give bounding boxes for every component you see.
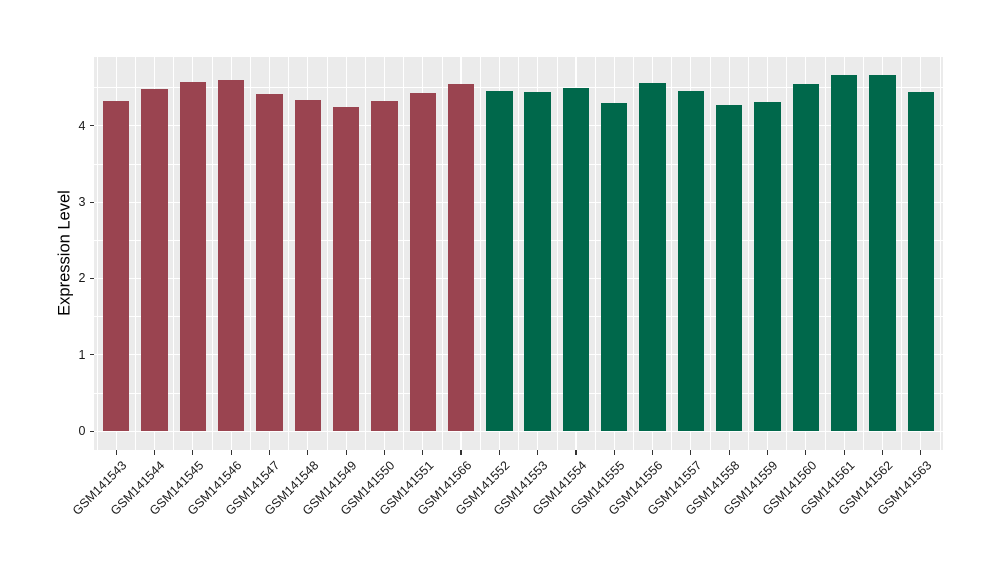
x-tick-mark [460,450,462,455]
bar [141,89,168,432]
x-tick-mark [728,450,730,455]
x-tick-mark [766,450,769,455]
bar [486,91,513,432]
gridline-minor-x [939,57,941,450]
gridline-minor-x [594,57,596,450]
y-tick-label: 2 [78,271,86,286]
y-axis-title: Expression Level [55,190,74,316]
bar [830,75,858,432]
gridline-minor-x [479,57,481,450]
y-tick-label: 1 [78,347,86,362]
bar [715,105,743,432]
bar [256,93,283,432]
bar [409,92,436,432]
x-tick-mark [153,450,156,455]
x-tick-mark [345,450,347,455]
gridline-minor-x [173,57,174,450]
bar [371,101,398,432]
x-tick-mark [268,450,270,455]
bar [447,84,475,432]
gridline-minor-x [135,57,136,450]
x-tick-mark [690,450,692,455]
y-tick-mark [89,277,94,280]
x-tick-mark [498,450,500,455]
gridline-minor-x [748,57,749,450]
x-tick-mark [192,450,194,455]
x-tick-mark [383,450,385,455]
x-tick-mark [805,450,807,455]
x-tick-mark [575,450,577,455]
x-tick-mark [843,450,845,455]
bar [332,106,360,432]
bar [103,100,130,432]
bar [677,90,705,432]
bar [524,92,551,432]
x-tick-mark [881,450,883,455]
y-tick-label: 0 [78,424,86,439]
x-tick-mark [920,450,922,455]
gridline-minor-x [403,57,404,450]
x-tick-mark [307,450,309,455]
gridline-minor-x [288,57,289,450]
bar [792,83,820,432]
y-tick-mark [89,125,94,127]
x-tick-mark [115,450,117,455]
gridline-minor-x [326,57,328,450]
bar [907,92,934,432]
gridline-minor-x [863,57,864,450]
gridline-minor-x [786,57,787,450]
bar [217,79,245,432]
bar [294,99,321,432]
x-tick-mark [652,450,654,455]
gridline-minor-x [709,57,711,450]
gridline-minor-x [633,57,634,450]
bar [562,87,590,432]
gridline-minor-x [518,57,519,450]
x-tick-mark [537,450,539,455]
y-tick-mark [89,201,94,203]
gridline-minor-x [441,57,443,450]
plot-panel [94,57,943,450]
gridline-minor-x [671,57,673,450]
bar [639,82,666,432]
bar [179,82,207,432]
y-tick-mark [89,354,94,356]
bar [869,75,896,432]
x-tick-mark [613,450,615,455]
gridline-minor-x [901,57,902,450]
y-tick-label: 4 [78,118,86,133]
y-tick-label: 3 [78,194,86,209]
x-tick-mark [230,450,232,455]
gridline-minor-x [250,57,251,450]
bar [601,102,628,432]
gridline-minor-x [96,57,98,450]
gridline-minor-x [824,57,826,450]
y-tick-mark [89,430,94,432]
bar [754,102,781,432]
x-tick-mark [422,450,424,455]
gridline-minor-x [556,57,558,450]
gridline-minor-x [364,57,366,450]
gridline-minor-x [211,57,213,450]
